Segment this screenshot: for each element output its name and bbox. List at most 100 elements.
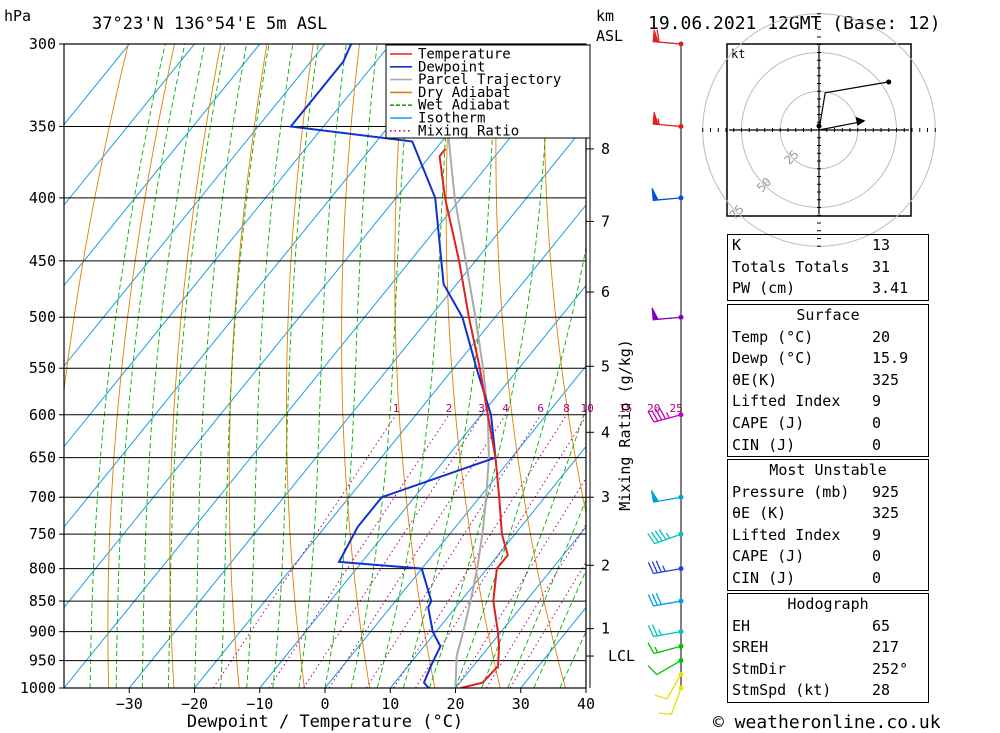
mixing-ratio-label: 25 [669, 402, 682, 415]
hodograph-indices-table: Hodograph EH 65 SREH 217 StmDir 252° StmSpd… [727, 593, 929, 703]
wet-adiabat-line [507, 498, 586, 688]
mixing-ratio-label: 10 [580, 402, 593, 415]
pressure-tick-label: 650 [29, 449, 56, 467]
wet-adiabat-line [272, 44, 319, 688]
wind-barb-shaft [656, 660, 682, 676]
dry-adiabat-line [285, 44, 314, 688]
mixing-ratio-line [303, 414, 483, 688]
hodograph-row: EH 65 [732, 616, 891, 635]
wind-barb-feather [651, 409, 659, 422]
index-row-totals: Totals Totals 31 [732, 257, 891, 276]
wind-barb-feather [647, 533, 656, 545]
temperature-axis: −30 −20 −10 0 10 20 30 40 [116, 688, 595, 713]
wind-barb-shaft [653, 568, 682, 575]
wind-barb-feather [654, 530, 663, 542]
index-row-k: K 13 [732, 236, 891, 254]
hodograph-row: StmDir 252° [732, 659, 909, 678]
wind-barb-feather [651, 624, 658, 637]
pressure-tick-label: 450 [29, 252, 56, 270]
most-unstable-row: CAPE (J) 0 [732, 547, 882, 566]
temperature-tick-label: 30 [512, 695, 530, 713]
pressure-tick-label: 850 [29, 592, 56, 610]
surface-row: Lifted Index 9 [732, 392, 882, 411]
isobar-lines [64, 43, 586, 689]
wind-barb [647, 658, 684, 676]
wind-barb-flag [651, 188, 659, 201]
wind-barb-feather [647, 665, 658, 676]
wind-barb-shaft [670, 687, 682, 715]
km-tick-label: 3 [601, 488, 610, 506]
height-km-axis: 8 7 6 5 4 3 2 1 LCL [586, 44, 635, 688]
legend-label: Dewpoint [418, 59, 485, 75]
wind-barb [651, 188, 684, 201]
dry-adiabat-line [228, 44, 268, 688]
lcl-label: LCL [608, 647, 635, 665]
wet-adiabat-line [141, 44, 206, 688]
wet-adiabat-line [167, 44, 226, 688]
mixing-ratio-label: 15 [619, 402, 632, 415]
wind-barb [647, 528, 684, 545]
pressure-tick-label: 800 [29, 560, 56, 578]
temperature-line [438, 148, 509, 688]
km-tick-label: 4 [601, 423, 610, 441]
wind-barb-shaft [666, 674, 682, 700]
mixing-ratio-line [393, 414, 567, 688]
wind-barb-flag [652, 111, 659, 126]
wet-adiabat-line [533, 569, 586, 688]
wind-barb-feather [651, 593, 658, 606]
wind-barb-dot [678, 123, 684, 129]
mixing-ratio-label: 3 [478, 402, 485, 415]
isotherm-line [64, 44, 391, 448]
wind-barb [652, 111, 684, 129]
isotherm-line [128, 123, 586, 688]
mixing-ratio-label: 4 [502, 402, 509, 415]
surface-indices-table: Surface Temp (°C) 20 Dewp (°C) 15.9 θE(K) 3… [727, 304, 929, 458]
most-unstable-section-title: Most Unstable [769, 461, 887, 479]
mixing-ratio-labels: 1 2 3 4 6 8 10 15 20 25 [393, 402, 683, 415]
legend-label: Wet Adiabat [418, 98, 511, 114]
dry-adiabat-line [961, 44, 1000, 688]
wind-barb [647, 624, 684, 638]
surface-section-title: Surface [796, 306, 860, 324]
wind-barb [647, 560, 684, 575]
pressure-tick-label: 400 [29, 189, 56, 207]
wind-barb-feather [647, 561, 655, 574]
isotherm-line [64, 44, 586, 688]
isotherm-line [64, 44, 456, 528]
legend-label: Parcel Trajectory [418, 72, 561, 88]
hodograph-trace [818, 81, 889, 131]
pressure-tick-label: 750 [29, 525, 56, 543]
legend-label: Mixing Ratio [418, 123, 519, 139]
km-tick-label: 2 [601, 556, 610, 574]
wet-adiabat-line [194, 44, 248, 688]
km-tick-label: 5 [601, 357, 610, 375]
mixing-ratio-line [365, 414, 542, 688]
wind-barb-feather [650, 531, 659, 543]
wind-barb-half-feather [658, 629, 662, 636]
isotherm-line [324, 365, 586, 688]
surface-row: θE(K) 325 [732, 370, 900, 389]
dry-adiabat-line [169, 44, 222, 688]
wet-adiabat-line [89, 44, 166, 688]
wind-barb-flag [650, 489, 660, 503]
wind-barb-feather [651, 561, 658, 574]
mixing-ratio-label: 6 [537, 402, 544, 415]
temperature-tick-label: 0 [320, 695, 329, 713]
wind-barb [659, 685, 684, 715]
wind-barb-flag [651, 307, 659, 321]
most-unstable-row: Lifted Index 9 [732, 525, 882, 544]
dry-adiabat-line [495, 44, 566, 688]
datetime-label: 19.06.2021 12GMT (Base: 12) [648, 13, 941, 34]
parcel-trajectory-line [441, 44, 490, 688]
wind-barb-half-feather [665, 532, 671, 539]
wet-adiabat-line [246, 44, 294, 688]
asl-unit-label: ASL [596, 27, 623, 45]
wind-barb-shaft [653, 600, 682, 607]
wind-barb-profile [647, 29, 684, 715]
wind-barb-feather [655, 560, 662, 573]
legend-label: Temperature [418, 47, 511, 63]
wet-adiabat-line [376, 44, 453, 688]
isotherm-line [194, 204, 586, 688]
x-axis-title: Dewpoint / Temperature (°C) [187, 712, 463, 732]
wind-barb-feather [647, 410, 655, 423]
